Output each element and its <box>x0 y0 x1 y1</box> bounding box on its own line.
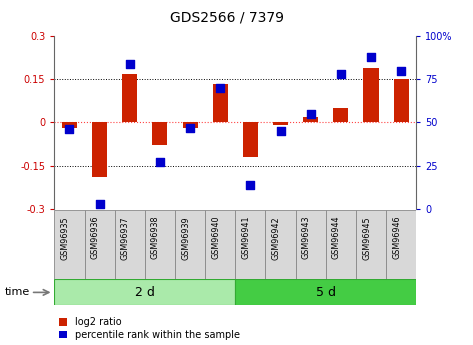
Bar <box>54 210 85 279</box>
Bar <box>122 73 137 122</box>
Bar <box>386 210 416 279</box>
Point <box>186 125 194 130</box>
Bar <box>265 210 296 279</box>
Text: GDS2566 / 7379: GDS2566 / 7379 <box>170 10 284 24</box>
Bar <box>273 122 288 125</box>
Point <box>217 85 224 91</box>
Point <box>156 159 164 165</box>
Point <box>96 201 104 206</box>
Bar <box>213 83 228 122</box>
Bar <box>175 210 205 279</box>
Bar <box>145 210 175 279</box>
Text: time: time <box>5 287 30 297</box>
Bar <box>235 279 416 305</box>
Bar <box>85 210 114 279</box>
Text: GSM96945: GSM96945 <box>362 216 371 259</box>
Text: 5 d: 5 d <box>316 286 336 299</box>
Text: GSM96937: GSM96937 <box>121 216 130 259</box>
Point <box>337 71 345 77</box>
Bar <box>205 210 235 279</box>
Point <box>66 127 73 132</box>
Point <box>277 128 284 134</box>
Bar <box>183 122 198 128</box>
Text: GSM96940: GSM96940 <box>211 216 220 259</box>
Bar <box>62 122 77 128</box>
Bar <box>296 210 326 279</box>
Text: GSM96942: GSM96942 <box>272 216 280 259</box>
Text: GSM96939: GSM96939 <box>181 216 190 259</box>
Text: GSM96944: GSM96944 <box>332 216 341 259</box>
Bar <box>152 122 167 146</box>
Bar <box>235 210 265 279</box>
Bar <box>333 108 349 122</box>
Point <box>397 68 405 73</box>
Text: GSM96941: GSM96941 <box>241 216 250 259</box>
Bar <box>363 68 378 122</box>
Bar <box>303 117 318 122</box>
Bar <box>394 79 409 122</box>
Bar <box>54 279 235 305</box>
Text: GSM96938: GSM96938 <box>151 216 160 259</box>
Point <box>126 61 133 67</box>
Text: GSM96936: GSM96936 <box>91 216 100 259</box>
Point <box>367 54 375 60</box>
Legend: log2 ratio, percentile rank within the sample: log2 ratio, percentile rank within the s… <box>59 317 240 340</box>
Bar <box>92 122 107 177</box>
Point <box>307 111 315 117</box>
Text: GSM96943: GSM96943 <box>302 216 311 259</box>
Text: 2 d: 2 d <box>135 286 155 299</box>
Bar <box>326 210 356 279</box>
Bar <box>114 210 145 279</box>
Text: GSM96946: GSM96946 <box>392 216 401 259</box>
Text: GSM96935: GSM96935 <box>61 216 70 259</box>
Bar <box>243 122 258 157</box>
Bar <box>356 210 386 279</box>
Point <box>246 182 254 187</box>
